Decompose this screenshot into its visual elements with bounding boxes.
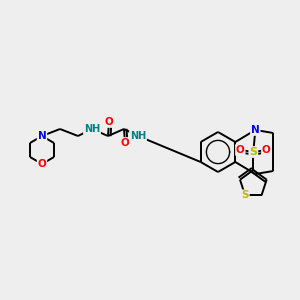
Text: N: N bbox=[38, 131, 46, 141]
Text: S: S bbox=[249, 147, 257, 157]
Text: O: O bbox=[236, 145, 245, 155]
Text: NH: NH bbox=[130, 131, 146, 141]
Text: O: O bbox=[121, 138, 129, 148]
Text: N: N bbox=[251, 125, 260, 135]
Text: O: O bbox=[262, 145, 271, 155]
Text: O: O bbox=[105, 117, 113, 127]
Text: NH: NH bbox=[84, 124, 100, 134]
Text: O: O bbox=[38, 159, 46, 169]
Text: S: S bbox=[241, 190, 249, 200]
